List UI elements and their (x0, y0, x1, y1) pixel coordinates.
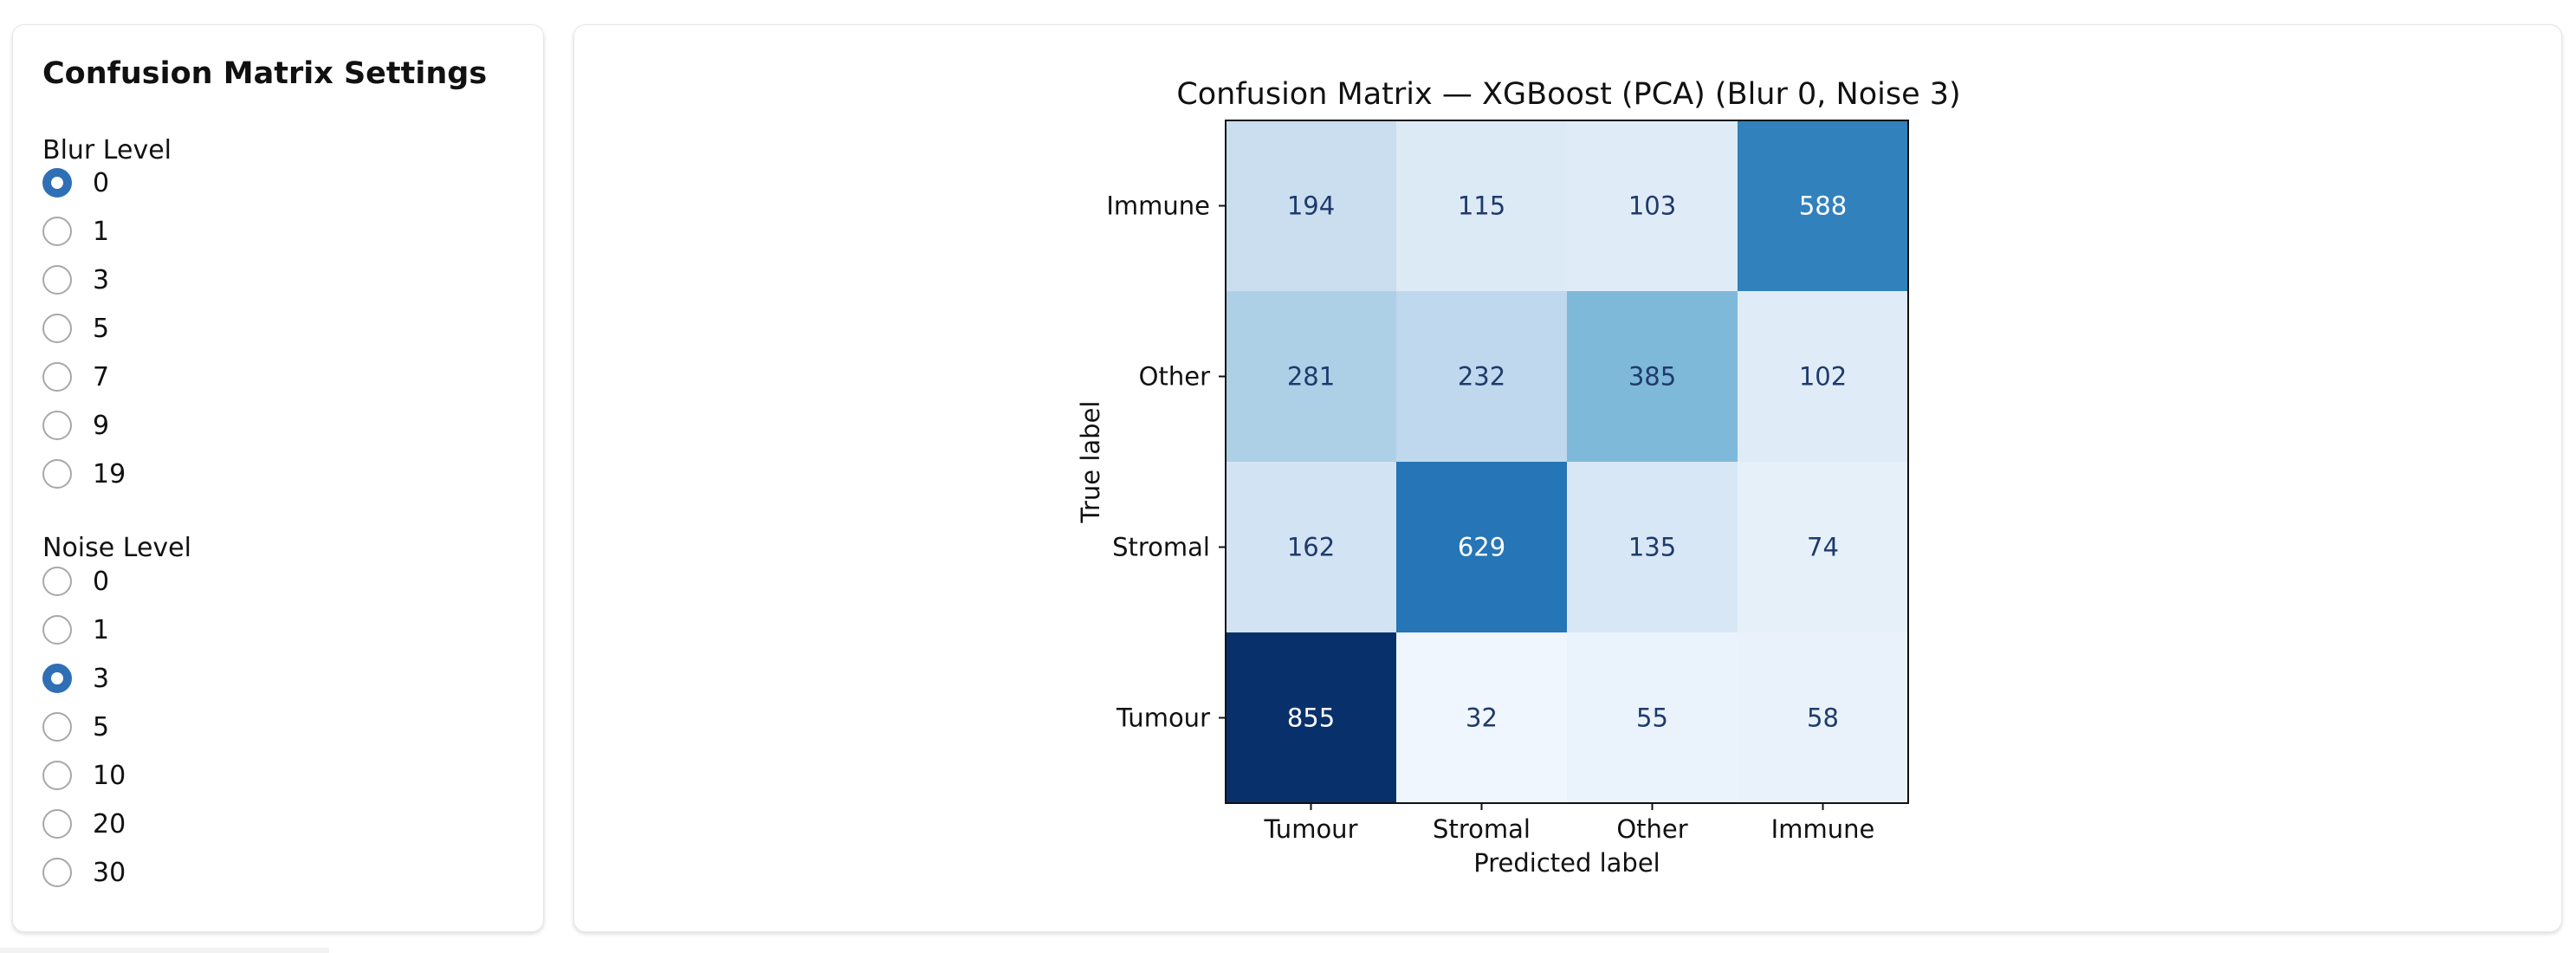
heatmap-cell (1226, 120, 1397, 292)
blur-option-9[interactable]: 9 (42, 406, 109, 444)
heatmap-cells (1226, 120, 1909, 804)
noise-option-0[interactable]: 0 (42, 562, 109, 600)
cell-value-label: 232 (1458, 362, 1505, 392)
radio-label: 3 (93, 663, 110, 694)
cell-value-label: 103 (1628, 191, 1676, 221)
cell-value-label: 55 (1636, 703, 1668, 733)
radio-label: 30 (93, 857, 126, 888)
radio-button[interactable] (42, 809, 72, 839)
x-tick-label: Immune (1771, 814, 1875, 844)
radio-label: 1 (93, 216, 110, 247)
blur-option-5[interactable]: 5 (42, 309, 109, 347)
radio-button[interactable] (42, 761, 72, 790)
cell-value-label: 115 (1458, 191, 1505, 221)
heatmap-cell (1738, 462, 1909, 633)
radio-dot (51, 672, 63, 684)
cell-value-label: 194 (1287, 191, 1335, 221)
radio-label: 20 (93, 808, 126, 840)
y-tick-label: Immune (1106, 191, 1210, 221)
radio-button[interactable] (42, 411, 72, 440)
cell-value-label: 588 (1799, 191, 1847, 221)
radio-label: 19 (93, 458, 126, 489)
radio-button[interactable] (42, 362, 72, 392)
radio-label: 3 (93, 264, 110, 295)
radio-label: 5 (93, 711, 110, 742)
heatmap-cell (1567, 120, 1738, 292)
blur-option-7[interactable]: 7 (42, 358, 109, 396)
y-tick-label: Other (1139, 362, 1210, 392)
noise-option-10[interactable]: 10 (42, 756, 126, 794)
cell-value-label: 855 (1287, 703, 1335, 733)
radio-button[interactable] (42, 265, 72, 295)
radio-button[interactable] (42, 168, 72, 198)
heatmap-cell-labels: 194 115 103 588 281 232 385 102 162 629 135 74 855 32… (1287, 191, 1847, 733)
heatmap-cell (1396, 120, 1568, 292)
x-tick-label: Stromal (1433, 814, 1531, 844)
cell-value-label: 102 (1799, 362, 1847, 392)
plot-frame (1225, 120, 1909, 804)
settings-title: Confusion Matrix Settings (42, 56, 488, 91)
radio-button[interactable] (42, 217, 72, 246)
radio-label: 7 (93, 361, 110, 392)
radio-dot (51, 177, 63, 189)
cell-value-label: 629 (1458, 533, 1505, 562)
radio-button[interactable] (42, 567, 72, 596)
radio-button[interactable] (42, 459, 72, 489)
blur-option-0[interactable]: 0 (42, 164, 109, 202)
radio-button[interactable] (42, 858, 72, 887)
x-tick-label: Tumour (1264, 814, 1358, 844)
heatmap-cell (1567, 462, 1738, 633)
noise-option-3[interactable]: 3 (42, 659, 109, 697)
radio-button[interactable] (42, 664, 72, 693)
heatmap-cell (1396, 291, 1568, 463)
heatmap-cell (1226, 632, 1397, 804)
heatmap-cell (1567, 632, 1738, 804)
cell-value-label: 135 (1628, 533, 1676, 562)
radio-label: 10 (93, 760, 126, 791)
plot-panel: Confusion Matrix — XGBoost (PCA) (Blur 0… (573, 24, 2562, 932)
radio-label: 1 (93, 614, 110, 645)
settings-panel: Confusion Matrix Settings Blur Level 0 1 3… (12, 24, 544, 932)
noise-option-5[interactable]: 5 (42, 708, 109, 746)
blur-level-label: Blur Level (42, 135, 172, 165)
heatmap-cell (1226, 291, 1397, 463)
x-axis-label: Predicted label (1473, 848, 1660, 878)
cell-value-label: 162 (1287, 533, 1335, 562)
noise-level-label: Noise Level (42, 533, 191, 563)
heatmap-cell (1738, 632, 1909, 804)
radio-button[interactable] (42, 615, 72, 645)
heatmap-cell (1567, 291, 1738, 463)
noise-option-20[interactable]: 20 (42, 805, 126, 843)
heatmap-cell (1396, 632, 1568, 804)
cell-value-label: 58 (1807, 703, 1839, 733)
radio-label: 5 (93, 313, 110, 344)
y-tick-label: Tumour (1116, 703, 1210, 733)
cell-value-label: 32 (1466, 703, 1498, 733)
heatmap-cell (1226, 462, 1397, 633)
radio-label: 0 (93, 167, 110, 198)
radio-button[interactable] (42, 712, 72, 742)
radio-label: 9 (93, 410, 110, 441)
y-tick-label: Stromal (1112, 533, 1210, 562)
chart-title: Confusion Matrix — XGBoost (PCA) (Blur 0… (1176, 77, 1960, 112)
blur-option-3[interactable]: 3 (42, 261, 109, 299)
blur-option-1[interactable]: 1 (42, 212, 109, 250)
noise-option-1[interactable]: 1 (42, 611, 109, 649)
radio-label: 0 (93, 566, 110, 597)
cell-value-label: 385 (1628, 362, 1676, 392)
noise-option-30[interactable]: 30 (42, 853, 126, 891)
confusion-matrix-chart: Confusion Matrix — XGBoost (PCA) (Blur 0… (1076, 77, 1961, 878)
x-tick-label: Other (1616, 814, 1687, 844)
heatmap-cell (1738, 291, 1909, 463)
y-axis-label: True label (1076, 401, 1105, 524)
scroll-shadow (0, 948, 329, 953)
cell-value-label: 281 (1287, 362, 1335, 392)
radio-button[interactable] (42, 314, 72, 343)
heatmap-cell (1396, 462, 1568, 633)
axis-ticks: Tumour Stromal Other Immune Immune Other Strom… (1106, 191, 1874, 845)
cell-value-label: 74 (1807, 533, 1839, 562)
blur-option-19[interactable]: 19 (42, 455, 126, 493)
heatmap-cell (1738, 120, 1909, 292)
